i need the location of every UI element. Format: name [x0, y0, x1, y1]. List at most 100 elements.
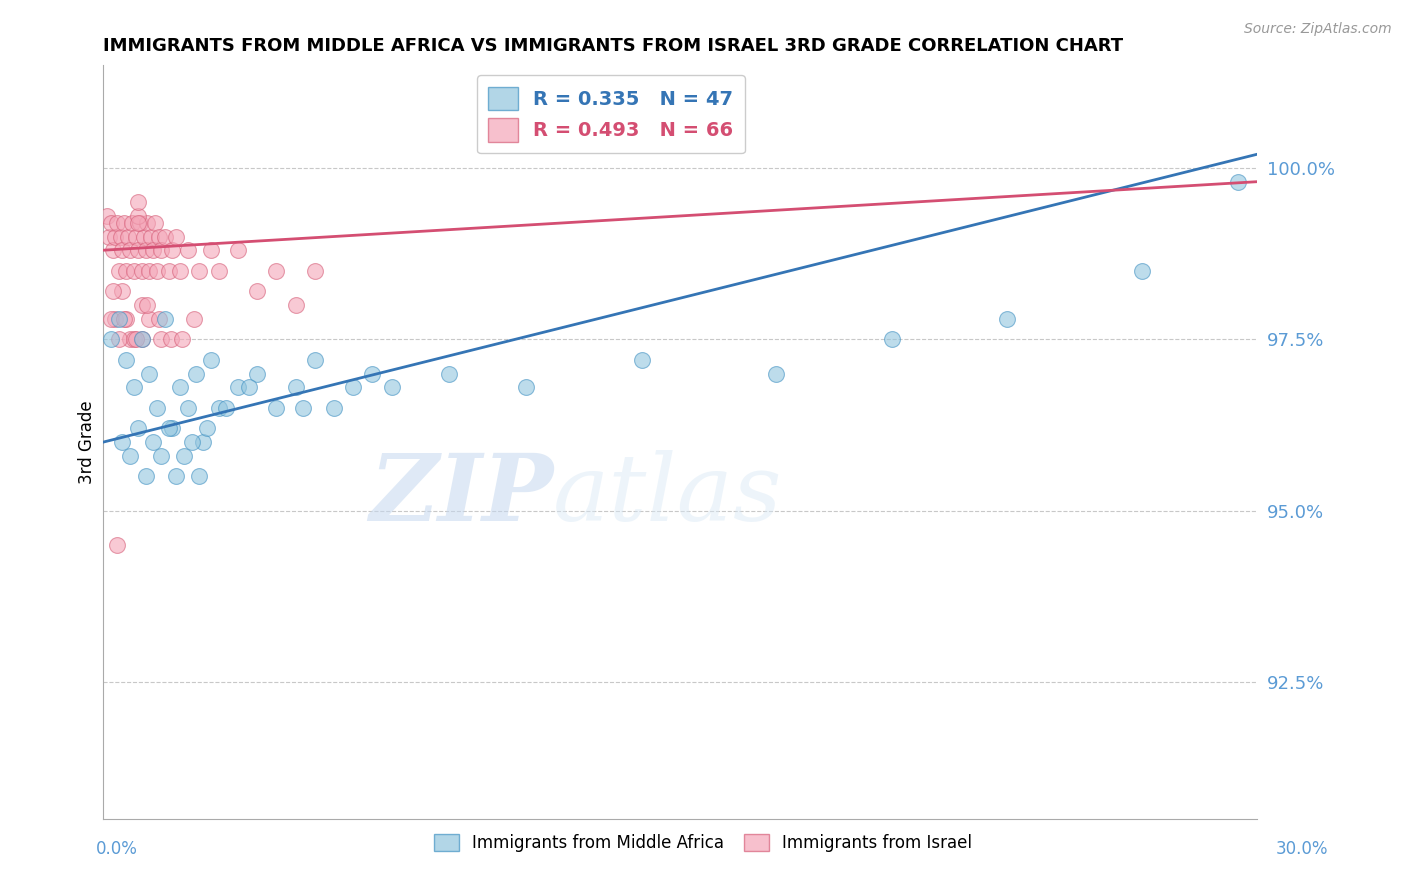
- Point: [107, 264, 129, 278]
- Point: [101, 244, 124, 258]
- Point: [111, 435, 134, 450]
- Point: [122, 264, 145, 278]
- Point: [153, 311, 176, 326]
- Point: [157, 264, 180, 278]
- Point: [238, 380, 260, 394]
- Point: [117, 229, 139, 244]
- Point: [149, 449, 172, 463]
- Y-axis label: 3rd Grade: 3rd Grade: [79, 401, 96, 484]
- Point: [131, 298, 153, 312]
- Point: [169, 264, 191, 278]
- Point: [207, 264, 229, 278]
- Point: [266, 264, 288, 278]
- Point: [125, 229, 148, 244]
- Point: [120, 449, 142, 463]
- Text: 0.0%: 0.0%: [96, 840, 138, 858]
- Point: [157, 421, 180, 435]
- Point: [215, 401, 238, 415]
- Point: [107, 332, 129, 346]
- Point: [146, 401, 169, 415]
- Point: [162, 244, 184, 258]
- Point: [177, 244, 200, 258]
- Point: [120, 244, 142, 258]
- Point: [246, 367, 269, 381]
- Point: [104, 311, 127, 326]
- Point: [127, 244, 149, 258]
- Point: [135, 469, 157, 483]
- Point: [115, 352, 138, 367]
- Point: [439, 367, 461, 381]
- Point: [128, 216, 150, 230]
- Point: [135, 244, 157, 258]
- Point: [183, 311, 205, 326]
- Point: [361, 367, 384, 381]
- Point: [195, 421, 218, 435]
- Point: [165, 229, 187, 244]
- Point: [630, 352, 652, 367]
- Point: [138, 367, 160, 381]
- Point: [127, 195, 149, 210]
- Point: [246, 285, 269, 299]
- Point: [323, 401, 346, 415]
- Point: [226, 244, 249, 258]
- Point: [165, 469, 187, 483]
- Point: [180, 435, 202, 450]
- Point: [188, 469, 211, 483]
- Point: [138, 264, 160, 278]
- Point: [115, 264, 138, 278]
- Point: [146, 264, 169, 278]
- Point: [110, 229, 132, 244]
- Point: [141, 229, 163, 244]
- Point: [120, 332, 142, 346]
- Point: [115, 311, 138, 326]
- Point: [138, 311, 160, 326]
- Point: [111, 244, 134, 258]
- Point: [226, 380, 249, 394]
- Point: [148, 229, 170, 244]
- Point: [149, 244, 172, 258]
- Legend: R = 0.335   N = 47, R = 0.493   N = 66: R = 0.335 N = 47, R = 0.493 N = 66: [477, 75, 745, 153]
- Point: [170, 332, 193, 346]
- Point: [100, 216, 122, 230]
- Point: [96, 209, 118, 223]
- Point: [149, 332, 172, 346]
- Point: [292, 401, 315, 415]
- Point: [121, 216, 143, 230]
- Point: [162, 421, 184, 435]
- Point: [105, 538, 128, 552]
- Point: [112, 311, 135, 326]
- Point: [148, 311, 170, 326]
- Text: Source: ZipAtlas.com: Source: ZipAtlas.com: [1244, 22, 1392, 37]
- Point: [131, 264, 153, 278]
- Point: [105, 216, 128, 230]
- Point: [765, 367, 787, 381]
- Point: [127, 216, 149, 230]
- Point: [136, 298, 159, 312]
- Point: [122, 332, 145, 346]
- Point: [200, 244, 222, 258]
- Point: [111, 285, 134, 299]
- Point: [125, 332, 148, 346]
- Point: [132, 229, 155, 244]
- Legend: Immigrants from Middle Africa, Immigrants from Israel: Immigrants from Middle Africa, Immigrant…: [427, 827, 979, 859]
- Point: [104, 229, 127, 244]
- Point: [101, 285, 124, 299]
- Point: [1130, 264, 1153, 278]
- Point: [122, 380, 145, 394]
- Point: [200, 352, 222, 367]
- Point: [193, 435, 215, 450]
- Point: [177, 401, 200, 415]
- Point: [304, 352, 326, 367]
- Point: [127, 421, 149, 435]
- Point: [107, 311, 129, 326]
- Point: [100, 332, 122, 346]
- Point: [381, 380, 404, 394]
- Point: [188, 264, 211, 278]
- Text: atlas: atlas: [553, 450, 783, 540]
- Point: [112, 216, 135, 230]
- Point: [284, 298, 307, 312]
- Point: [995, 311, 1018, 326]
- Point: [98, 229, 121, 244]
- Text: 30.0%: 30.0%: [1277, 840, 1329, 858]
- Point: [159, 332, 181, 346]
